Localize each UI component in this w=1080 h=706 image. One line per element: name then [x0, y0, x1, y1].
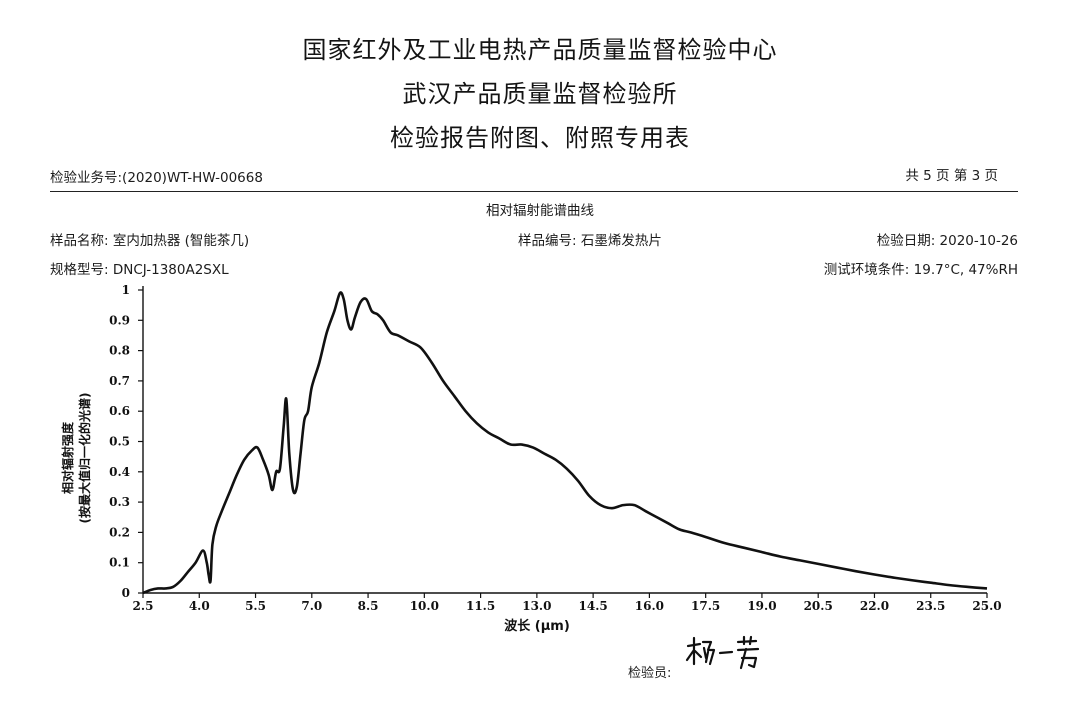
y-tick-label: 0.7 — [109, 374, 130, 388]
y-tick-label: 0 — [122, 586, 130, 600]
x-tick-label: 13.0 — [522, 599, 551, 613]
x-tick-label: 25.0 — [972, 599, 1001, 613]
institute-name-title: 武汉产品质量监督检验所 — [402, 80, 678, 108]
y-axis-label: 相对辐射强度 — [60, 421, 75, 494]
x-tick-label: 8.5 — [358, 599, 379, 613]
business-number: 检验业务号:(2020)WT-HW-00668 — [50, 170, 263, 186]
x-tick-label: 5.5 — [245, 599, 266, 613]
y-tick-label: 0.5 — [109, 435, 130, 449]
x-tick-label: 11.5 — [466, 599, 495, 613]
x-axis-label: 波长 (μm) — [504, 618, 570, 634]
y-tick-label: 1 — [122, 283, 130, 297]
x-tick-label: 17.5 — [691, 599, 720, 613]
form-title: 检验报告附图、附照专用表 — [390, 124, 690, 152]
y-tick-label: 0.2 — [109, 525, 130, 539]
header-divider — [50, 191, 1018, 192]
x-tick-label: 14.5 — [579, 599, 608, 613]
x-tick-label: 20.5 — [804, 599, 833, 613]
y-tick-label: 0.6 — [109, 404, 130, 418]
y-tick-label: 0.1 — [109, 556, 130, 570]
y-tick-label: 0.9 — [109, 313, 130, 327]
sample-name: 样品名称: 室内加热器 (智能茶几) — [50, 233, 250, 249]
x-tick-label: 7.0 — [301, 599, 322, 613]
y-axis-label: (按最大值归一化的光谱) — [77, 393, 92, 524]
y-tick-label: 0.4 — [109, 465, 130, 479]
page-info: 共 5 页 第 3 页 — [905, 168, 998, 184]
x-tick-label: 2.5 — [133, 599, 154, 613]
chart-axis-labels: 波长 (μm) 相对辐射强度 (按最大值归一化的光谱) — [60, 393, 570, 634]
x-tick-label: 19.0 — [747, 599, 776, 613]
test-environment: 测试环境条件: 19.7°C, 47%RH — [823, 262, 1018, 278]
x-tick-label: 22.0 — [860, 599, 889, 613]
spectrum-series-line — [142, 291, 988, 595]
y-tick-label: 0.3 — [109, 495, 130, 509]
sample-number: 样品编号: 石墨烯发热片 — [518, 233, 662, 249]
x-tick-label: 16.0 — [635, 599, 664, 613]
chart-title: 相对辐射能谱曲线 — [486, 203, 594, 219]
inspector-signature — [685, 635, 760, 670]
model-number: 规格型号: DNCJ-1380A2SXL — [50, 262, 229, 278]
x-tick-label: 10.0 — [410, 599, 439, 613]
center-name-title: 国家红外及工业电热产品质量监督检验中心 — [302, 36, 778, 64]
chart-axes — [142, 286, 987, 594]
x-tick-label: 4.0 — [189, 599, 210, 613]
inspection-date: 检验日期: 2020-10-26 — [876, 233, 1018, 249]
chart-ticks: 2.5 4.0 5.5 7.0 8.5 10.0 11.5 13.0 14.5 16.0 17.5 1… — [109, 283, 1002, 613]
y-tick-label: 0.8 — [109, 344, 130, 358]
inspector-label: 检验员: — [628, 666, 672, 681]
x-tick-label: 23.5 — [916, 599, 945, 613]
